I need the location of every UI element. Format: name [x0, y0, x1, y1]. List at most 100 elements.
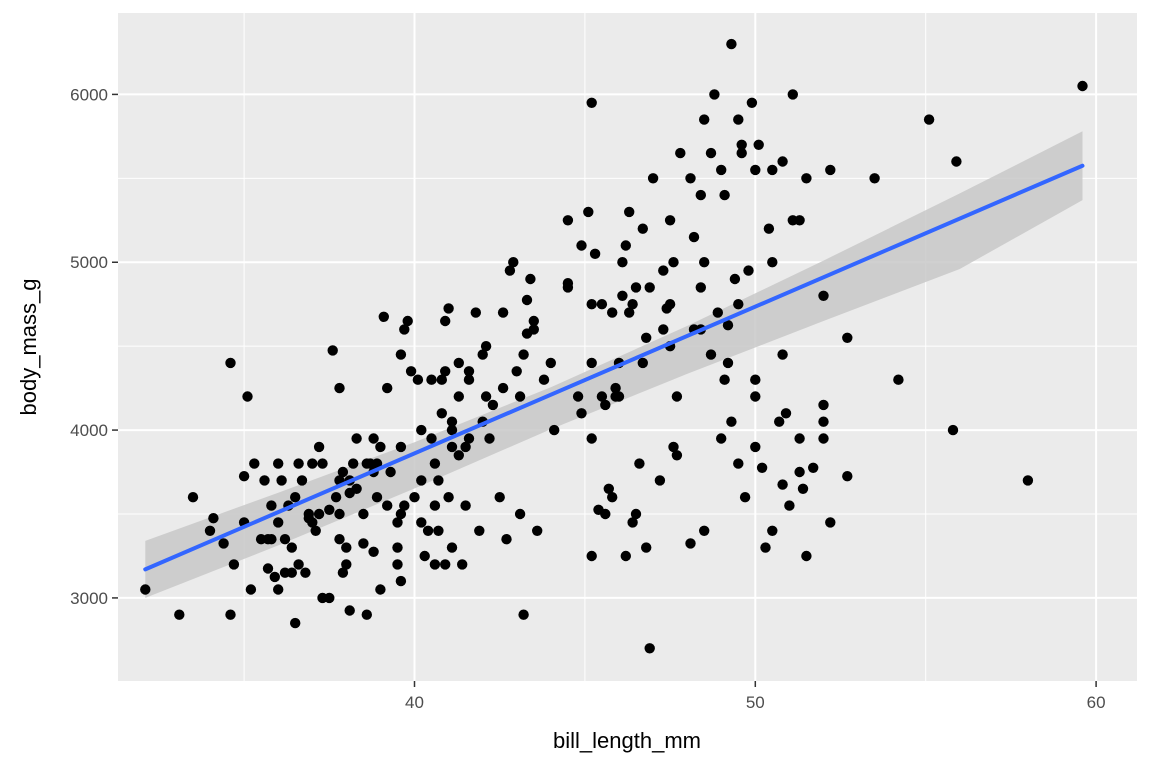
data-point	[528, 324, 539, 335]
data-point	[842, 332, 853, 343]
data-point	[1077, 80, 1088, 92]
data-point	[801, 173, 812, 184]
data-point	[947, 424, 959, 436]
data-point	[644, 643, 655, 654]
data-point	[392, 559, 403, 570]
data-point	[341, 542, 352, 553]
data-point	[654, 475, 666, 486]
data-point	[767, 257, 778, 268]
data-point	[324, 504, 335, 515]
data-point	[436, 408, 447, 419]
data-point	[777, 479, 788, 490]
data-point	[433, 525, 444, 536]
data-point	[951, 156, 962, 167]
data-point	[613, 391, 625, 402]
x-tick-label: 60	[1087, 693, 1106, 712]
data-point	[368, 433, 379, 444]
data-point	[453, 357, 464, 369]
data-point	[276, 475, 287, 486]
data-point	[794, 433, 805, 444]
y-tick-label: 6000	[70, 85, 108, 104]
data-point	[382, 500, 393, 511]
data-point	[658, 265, 669, 276]
data-point	[290, 492, 301, 503]
data-point	[395, 349, 407, 360]
data-point	[392, 542, 403, 553]
data-point	[777, 349, 788, 360]
data-point	[750, 374, 761, 385]
data-point	[671, 450, 683, 461]
data-point	[719, 374, 730, 385]
data-point	[685, 173, 696, 184]
data-point	[463, 374, 475, 385]
data-point	[627, 299, 638, 310]
data-point	[480, 391, 492, 402]
plot-panel	[118, 13, 1137, 681]
data-point	[610, 382, 621, 394]
data-point	[409, 492, 420, 503]
data-point	[511, 366, 522, 377]
confidence-ribbon	[145, 131, 1083, 598]
data-point	[337, 567, 349, 578]
data-point	[303, 513, 314, 524]
data-point	[293, 559, 304, 570]
data-point	[699, 257, 710, 268]
data-point	[617, 257, 628, 268]
data-point	[508, 257, 519, 268]
data-point	[528, 315, 539, 327]
data-point	[273, 584, 284, 595]
data-point	[269, 571, 280, 583]
data-point	[218, 538, 229, 549]
data-point	[825, 517, 836, 528]
data-point	[842, 471, 853, 482]
data-point	[351, 483, 362, 494]
data-point	[739, 492, 751, 503]
data-point	[361, 609, 372, 620]
data-point	[290, 617, 301, 629]
x-axis-ticks: 40 50 60	[405, 681, 1106, 712]
data-point	[719, 189, 730, 201]
data-point	[603, 483, 614, 494]
data-point	[825, 164, 836, 176]
data-point	[630, 508, 642, 520]
data-point	[818, 433, 829, 444]
data-point	[695, 282, 706, 293]
data-point	[818, 416, 829, 427]
data-point	[750, 391, 761, 402]
data-point	[358, 538, 369, 549]
data-point	[576, 408, 587, 419]
data-point	[641, 332, 652, 343]
data-point	[429, 458, 441, 469]
data-point	[334, 382, 345, 394]
data-point	[446, 424, 458, 436]
data-point	[729, 273, 741, 285]
data-point	[514, 391, 526, 402]
data-point	[869, 173, 880, 184]
data-point	[596, 391, 608, 402]
data-point	[286, 542, 297, 553]
data-point	[709, 89, 720, 100]
data-point	[249, 458, 260, 469]
data-point	[330, 492, 342, 503]
data-point	[627, 517, 638, 528]
data-point	[460, 441, 471, 453]
data-point	[457, 559, 468, 570]
data-point	[501, 534, 512, 545]
data-point	[358, 508, 369, 520]
data-point	[228, 559, 240, 570]
data-point	[446, 542, 458, 553]
data-point	[259, 475, 270, 486]
data-point	[545, 357, 556, 369]
data-point	[446, 416, 458, 427]
data-point	[736, 147, 747, 159]
data-point	[753, 139, 764, 150]
data-point	[576, 240, 587, 251]
data-point	[443, 492, 454, 503]
data-point	[474, 525, 485, 536]
data-point	[324, 592, 335, 604]
data-point	[641, 542, 652, 553]
y-tick-label: 3000	[70, 589, 108, 608]
data-point	[756, 462, 768, 473]
data-point	[705, 147, 717, 159]
data-point	[562, 215, 574, 226]
